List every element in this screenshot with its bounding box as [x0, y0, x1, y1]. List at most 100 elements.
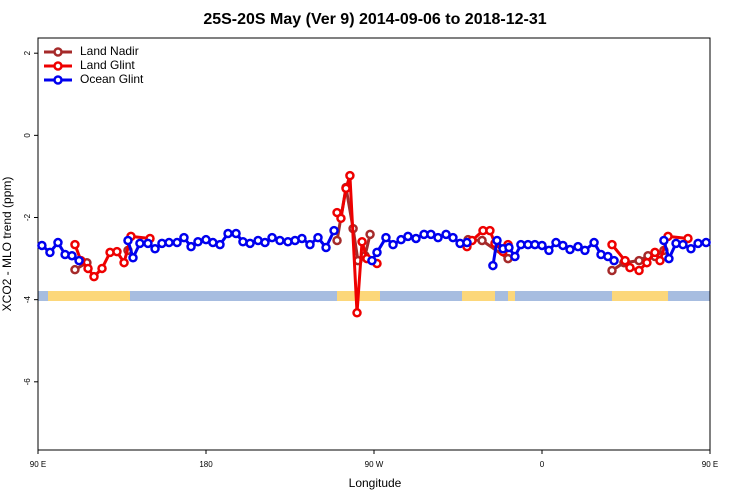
y-tick-label: 2 — [23, 50, 32, 55]
data-point — [504, 242, 514, 253]
data-point — [701, 237, 711, 248]
data-point — [45, 247, 55, 258]
data-point — [686, 243, 696, 254]
data-point — [223, 228, 233, 239]
data-point — [485, 225, 495, 236]
x-axis-label: Longitude — [349, 476, 402, 490]
chart-title: 25S-20S May (Ver 9) 2014-09-06 to 2018-1… — [203, 11, 546, 28]
data-point — [603, 251, 613, 262]
data-point — [650, 247, 660, 258]
data-point — [664, 253, 674, 264]
data-point — [245, 238, 255, 249]
data-point — [462, 237, 472, 248]
land-strip — [508, 291, 515, 301]
legend-label: Land Nadir — [80, 44, 139, 58]
data-point — [625, 262, 635, 273]
data-point — [179, 232, 189, 243]
data-point — [565, 244, 575, 255]
data-point — [172, 237, 182, 248]
data-point — [329, 225, 339, 236]
data-point — [83, 263, 93, 274]
data-point — [341, 183, 351, 194]
data-point — [186, 241, 196, 252]
data-point — [97, 263, 107, 274]
data-point — [403, 231, 413, 242]
data-point — [642, 257, 652, 268]
data-point — [345, 170, 355, 181]
data-point — [336, 213, 346, 224]
data-point — [381, 232, 391, 243]
legend-label: Ocean Glint — [80, 72, 144, 86]
data-point — [70, 264, 80, 275]
data-point — [492, 235, 502, 246]
data-point — [609, 255, 619, 266]
data-point — [537, 240, 547, 251]
data-point — [634, 265, 644, 276]
legend-marker — [53, 47, 63, 57]
data-point — [260, 237, 270, 248]
data-point — [510, 251, 520, 262]
legend-marker — [53, 61, 63, 71]
data-point — [659, 235, 669, 246]
data-point — [580, 245, 590, 256]
data-point — [321, 242, 331, 253]
data-point — [193, 236, 203, 247]
data-point — [693, 238, 703, 249]
y-tick-label: -6 — [23, 378, 32, 386]
data-point — [367, 255, 377, 266]
land-strip — [48, 291, 130, 301]
x-tick-label: 90 W — [365, 460, 384, 469]
data-point — [477, 235, 487, 246]
x-tick-label: 90 E — [30, 460, 46, 469]
data-point — [620, 255, 630, 266]
data-point — [634, 255, 644, 266]
y-tick-label: -4 — [23, 296, 32, 304]
data-point — [448, 232, 458, 243]
data-point — [372, 247, 382, 258]
data-point — [544, 245, 554, 256]
data-point — [231, 228, 241, 239]
data-point — [607, 239, 617, 250]
series-line — [74, 186, 665, 272]
data-point — [128, 253, 138, 263]
data-point — [313, 232, 323, 243]
data-point — [332, 235, 342, 246]
y-axis-label: XCO2 - MLO trend (ppm) — [0, 177, 14, 312]
map-strip — [38, 291, 710, 301]
data-point — [215, 239, 225, 250]
data-point — [352, 308, 362, 318]
x-tick-label: 180 — [199, 460, 213, 469]
data-point — [123, 235, 133, 246]
data-point — [678, 239, 688, 250]
data-point — [143, 238, 153, 249]
data-point — [558, 240, 568, 251]
legend-marker — [53, 75, 63, 85]
data-point — [275, 235, 285, 246]
data-point — [164, 237, 174, 248]
data-point — [683, 233, 693, 244]
data-point — [283, 236, 293, 247]
data-point — [89, 271, 99, 282]
land-strip — [612, 291, 668, 301]
data-point — [488, 260, 498, 271]
x-tick-label: 0 — [540, 460, 545, 469]
data-point — [573, 241, 583, 252]
data-point — [607, 265, 617, 276]
data-point — [70, 239, 80, 250]
data-point — [267, 232, 277, 243]
data-point — [305, 239, 315, 250]
data-point — [112, 246, 122, 257]
data-point — [433, 232, 443, 243]
y-tick-label: -2 — [23, 213, 32, 221]
data-point — [37, 240, 47, 251]
legend-label: Land Glint — [80, 58, 135, 72]
y-tick-label: 0 — [23, 133, 32, 138]
data-point — [67, 250, 77, 261]
data-point — [655, 255, 665, 266]
data-point — [150, 243, 160, 254]
series-line — [73, 174, 689, 315]
data-point — [388, 239, 398, 250]
data-point — [119, 257, 129, 268]
